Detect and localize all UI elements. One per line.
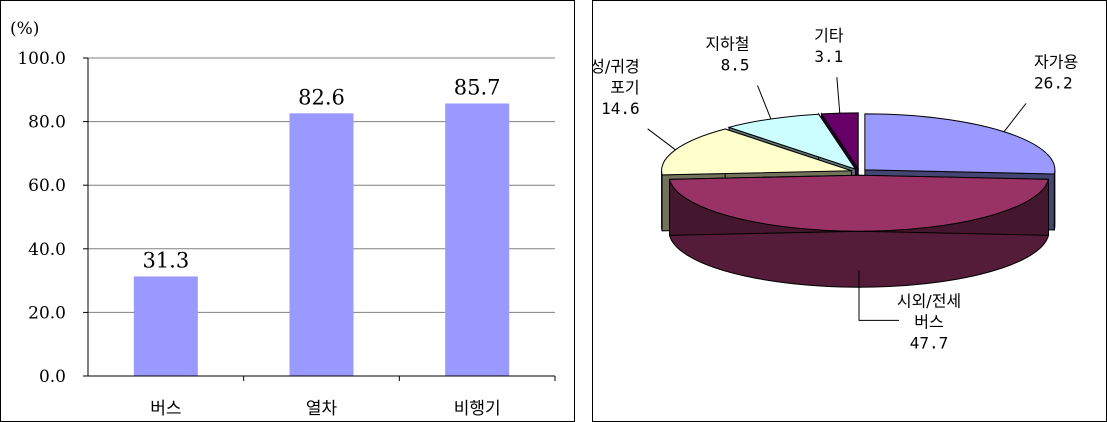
y-axis-unit-label: (%) — [10, 19, 39, 39]
y-tick-label: 0.0 — [39, 367, 66, 387]
pie-slice-label: 기타 — [814, 26, 844, 45]
bar — [445, 103, 510, 376]
pie-slice-value: 8.5 — [721, 55, 750, 74]
pie-slice-label: 포기 — [610, 78, 639, 97]
pie-slice — [661, 128, 852, 176]
pie-leader-line — [757, 85, 772, 120]
pie-leader-line — [836, 77, 841, 114]
y-tick-label: 100.0 — [17, 49, 66, 69]
pie-slice-label: 귀성/귀경 — [592, 57, 640, 76]
pie-slice-label: 자가용 — [1034, 52, 1078, 71]
pie-leader-line — [858, 270, 899, 321]
pie-slice — [727, 113, 857, 171]
bar-chart: (%) 0.0 20.0 40.0 60.0 80.0 100.0 31.3 82.6 85.… — [0, 0, 575, 422]
bar-value-label: 31.3 — [142, 248, 189, 272]
pie-slice-label: 시외/전세 — [897, 291, 961, 310]
bar-chart-panel: (%) 0.0 20.0 40.0 60.0 80.0 100.0 31.3 82.6 85.… — [0, 0, 575, 422]
x-category-label: 열차 — [306, 399, 338, 419]
bar-value-label: 85.7 — [454, 75, 501, 99]
bar — [133, 276, 198, 376]
bar-value-label: 82.6 — [298, 85, 345, 109]
pie-slice-value: 14.6 — [601, 99, 640, 118]
pie-slice-value: 3.1 — [814, 47, 843, 66]
bar — [289, 113, 354, 376]
pie-slice-label: 버스 — [914, 312, 943, 331]
x-category-label: 비행기 — [454, 399, 501, 419]
y-tick-label: 20.0 — [28, 303, 66, 323]
pie-leader-line — [647, 128, 676, 151]
pie-slice-value: 26.2 — [1034, 73, 1073, 92]
pie-slice-label: 지하철 — [705, 34, 749, 53]
pie-leader-line — [1003, 103, 1027, 133]
pie-slice-value: 47.7 — [910, 333, 949, 352]
pie-slice — [668, 174, 1050, 232]
y-tick-label: 40.0 — [28, 240, 66, 260]
x-category-label: 버스 — [150, 399, 181, 419]
y-tick-label: 80.0 — [28, 113, 66, 133]
y-tick-label: 60.0 — [28, 176, 66, 196]
